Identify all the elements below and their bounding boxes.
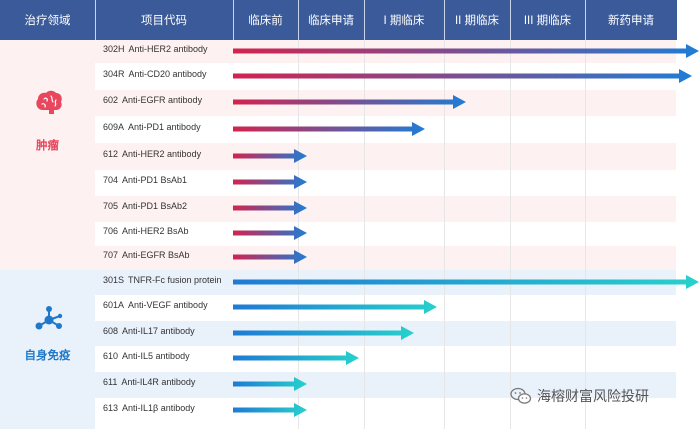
project-label: 608 Anti-IL17 antibody [103, 325, 195, 337]
progress-arrow [233, 201, 307, 215]
project-label: 301S TNFR-Fc fusion protein [103, 274, 222, 286]
header-stage: I 期临床 [364, 0, 444, 40]
project-name: Anti-VEGF antibody [128, 300, 208, 310]
project-code: 608 [103, 325, 119, 336]
progress-arrow [233, 122, 425, 136]
grid-line [510, 40, 511, 429]
project-code: 704 [103, 175, 119, 185]
area-label-autoimmune: 自身免疫 [24, 350, 71, 362]
table-row [95, 170, 676, 196]
project-code: 705 [103, 201, 119, 211]
table-row [95, 143, 676, 170]
project-code: 602 [103, 95, 119, 105]
progress-arrow [233, 69, 692, 83]
grid-line [364, 40, 365, 429]
project-label: 613 Anti-IL1β antibody [103, 402, 195, 414]
project-label: 601A Anti-VEGF antibody [103, 299, 208, 311]
project-name: Anti-HER2 antibody [128, 43, 208, 54]
project-label: 610 Anti-IL5 antibody [103, 350, 190, 362]
table-row [95, 346, 676, 372]
project-code: 601A [103, 300, 125, 310]
project-name: Anti-EGFR antibody [122, 95, 203, 105]
area-oncology [0, 40, 95, 270]
progress-arrow [233, 300, 437, 314]
molecule-icon [35, 306, 63, 330]
progress-arrow [233, 149, 307, 163]
project-label: 304R Anti-CD20 antibody [103, 68, 207, 80]
progress-arrow [233, 403, 307, 417]
progress-arrow [233, 44, 699, 58]
project-label: 602 Anti-EGFR antibody [103, 94, 202, 106]
progress-arrow [233, 250, 307, 264]
header-stage: 临床申请 [298, 0, 364, 40]
project-code: 613 [103, 403, 119, 413]
project-code: 611 [103, 377, 118, 387]
project-label: 705 Anti-PD1 BsAb2 [103, 200, 187, 212]
header-divider [364, 0, 365, 40]
project-code: 609A [103, 121, 125, 132]
table-row [95, 372, 676, 398]
progress-arrow [233, 377, 307, 391]
project-name: Anti-EGFR BsAb [122, 250, 190, 260]
wechat-icon [510, 387, 532, 404]
project-code: 706 [103, 226, 119, 236]
progress-arrow [233, 226, 307, 240]
watermark-text: 海榕财富风险投研 [537, 388, 649, 404]
project-name: Anti-IL17 antibody [122, 325, 195, 336]
project-name: Anti-PD1 BsAb2 [122, 201, 188, 211]
progress-arrow [233, 326, 414, 340]
project-name: Anti-PD1 BsAb1 [122, 175, 188, 185]
project-name: Anti-IL5 antibody [122, 351, 190, 361]
header-divider [233, 0, 234, 40]
area-icon-wrap [34, 305, 64, 340]
table-row [95, 398, 676, 424]
table-row [95, 222, 676, 246]
area-label-oncology: 肿瘤 [36, 140, 59, 152]
project-code: 707 [103, 250, 119, 260]
project-name: Anti-HER2 BsAb [122, 226, 189, 236]
watermark: 海榕财富风险投研 [510, 386, 649, 406]
table-row [95, 246, 676, 270]
header-stage: II 期临床 [444, 0, 510, 40]
header-divider [95, 0, 96, 40]
project-code: 304R [103, 68, 125, 79]
project-code: 302H [103, 43, 125, 54]
area-autoimmune [0, 270, 95, 429]
project-name: TNFR-Fc fusion protein [128, 274, 222, 285]
project-name: Anti-HER2 antibody [122, 148, 202, 159]
project-name: Anti-IL1β antibody [122, 403, 195, 413]
header-stage: 新药申请 [585, 0, 677, 40]
project-label: 611 Anti-IL4R antibody [103, 376, 195, 388]
header-divider [298, 0, 299, 40]
header-stage: 临床前 [233, 0, 298, 40]
grid-line [585, 40, 586, 429]
grid-line [444, 40, 445, 429]
header-stage: III 期临床 [510, 0, 585, 40]
project-name: Anti-IL4R antibody [121, 377, 196, 387]
progress-arrow [233, 275, 699, 289]
project-label: 302H Anti-HER2 antibody [103, 43, 208, 55]
brain-icon [36, 90, 62, 114]
progress-arrow [233, 95, 466, 109]
project-label: 612 Anti-HER2 antibody [103, 148, 201, 160]
progress-arrow [233, 175, 307, 189]
project-label: 706 Anti-HER2 BsAb [103, 225, 189, 237]
header-project: 项目代码 [95, 0, 233, 40]
project-code: 301S [103, 274, 125, 285]
project-name: Anti-CD20 antibody [128, 68, 207, 79]
project-name: Anti-PD1 antibody [128, 121, 201, 132]
project-label: 707 Anti-EGFR BsAb [103, 249, 190, 261]
project-label: 609A Anti-PD1 antibody [103, 121, 201, 133]
header-area: 治疗领域 [0, 0, 95, 40]
header-divider [510, 0, 511, 40]
header-divider [585, 0, 586, 40]
progress-arrow [233, 351, 359, 365]
area-icon-wrap [34, 90, 64, 121]
project-label: 704 Anti-PD1 BsAb1 [103, 174, 187, 186]
project-code: 610 [103, 351, 119, 361]
table-row [95, 196, 676, 222]
project-code: 612 [103, 148, 119, 159]
header-divider [444, 0, 445, 40]
